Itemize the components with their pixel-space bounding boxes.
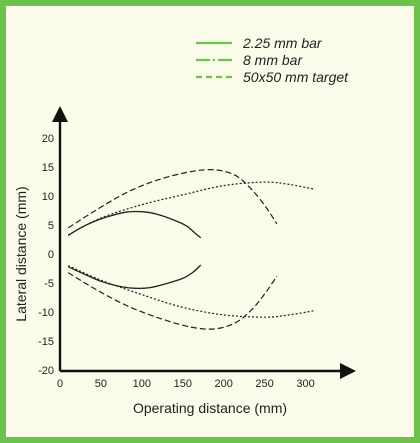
legend-label-1: 2.25 mm bar bbox=[242, 35, 323, 51]
series-3-lower-line bbox=[67, 272, 278, 330]
x-axis-arrow bbox=[340, 363, 356, 379]
y-tick-label: -5 bbox=[44, 278, 54, 290]
y-tick-label: 20 bbox=[42, 133, 54, 145]
y-tick-label: -20 bbox=[38, 365, 54, 377]
series-2 bbox=[67, 181, 314, 318]
x-axis-label: Operating distance (mm) bbox=[133, 400, 287, 416]
legend-label-3: 50x50 mm target bbox=[243, 69, 349, 85]
series-3 bbox=[67, 169, 278, 330]
y-axis-arrow bbox=[52, 106, 68, 122]
y-tick-label: 10 bbox=[42, 191, 54, 203]
y-tick-label: 15 bbox=[42, 162, 54, 174]
y-tick-label: 5 bbox=[48, 220, 54, 232]
y-tick-label: 0 bbox=[48, 249, 54, 261]
x-tick-label: 250 bbox=[255, 378, 273, 390]
series-2-upper-line bbox=[67, 181, 314, 236]
series bbox=[67, 169, 314, 330]
axes bbox=[52, 106, 356, 379]
series-1-upper-line bbox=[67, 210, 202, 239]
legend-label-2: 8 mm bar bbox=[243, 52, 303, 68]
y-axis-label: Lateral distance (mm) bbox=[13, 186, 29, 321]
x-tick-label: 150 bbox=[174, 378, 192, 390]
x-tick-label: 200 bbox=[215, 378, 233, 390]
y-tick-label: -15 bbox=[38, 336, 54, 348]
y-tick-label: -10 bbox=[38, 307, 54, 319]
x-tick-label: 100 bbox=[133, 378, 151, 390]
x-tick-label: 300 bbox=[296, 378, 314, 390]
series-3-upper-line bbox=[67, 169, 278, 229]
x-tick-label: 50 bbox=[95, 378, 107, 390]
ticks: 0 50 100 150 200 250 300 -20 -15 -10 -5 0 5 10 15 20 bbox=[38, 133, 315, 390]
series-1-lower-line bbox=[67, 264, 202, 290]
series-1 bbox=[67, 210, 202, 290]
x-tick-label: 0 bbox=[57, 378, 63, 390]
